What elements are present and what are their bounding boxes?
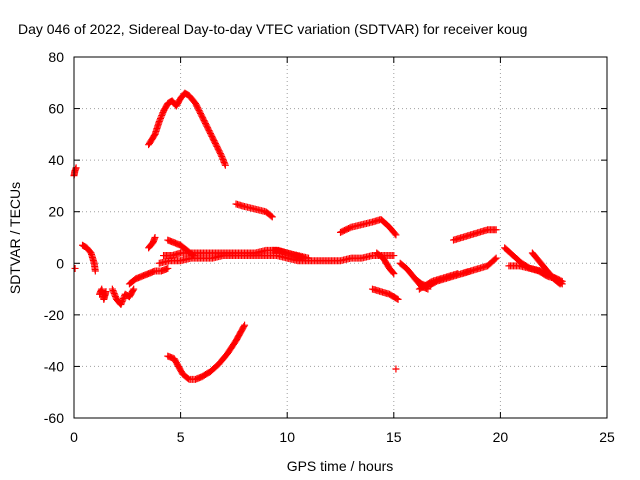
data-point xyxy=(151,234,159,241)
x-tick-label: 5 xyxy=(177,429,185,445)
data-point xyxy=(240,322,248,330)
data-point xyxy=(109,287,117,295)
y-axis-label: SDTVAR / TECUs xyxy=(7,182,23,294)
series-arc-10 xyxy=(164,321,249,383)
data-point xyxy=(164,264,172,272)
data-point xyxy=(71,264,79,272)
series-arc-15 xyxy=(337,215,400,239)
x-tick-label: 0 xyxy=(70,429,78,445)
series-arc-08 xyxy=(145,89,229,169)
data-point xyxy=(555,279,563,287)
data-point xyxy=(221,160,229,168)
series-arc-09 xyxy=(232,200,276,221)
series-arc-06 xyxy=(125,264,172,288)
data-point xyxy=(389,269,397,277)
data-point xyxy=(218,152,226,160)
x-tick-label: 20 xyxy=(493,429,509,445)
data-point xyxy=(220,157,228,165)
data-point xyxy=(110,289,118,297)
data-point xyxy=(393,295,401,303)
data-point xyxy=(118,298,126,306)
series-arc-01 xyxy=(70,164,80,180)
data-point xyxy=(217,151,225,159)
x-tick-label: 15 xyxy=(386,429,402,445)
data-point xyxy=(119,295,127,303)
data-point xyxy=(391,230,399,238)
data-point xyxy=(241,321,249,329)
axis-ticks: 0 5 10 15 20 25 -60 -40 -20 0 20 40 60 80 xyxy=(44,49,615,445)
data-point xyxy=(102,288,110,296)
data-point xyxy=(119,296,127,304)
series-arc-18 xyxy=(392,365,400,373)
series-arc-23 xyxy=(449,226,500,244)
y-tick-label: 60 xyxy=(48,101,64,117)
data-point xyxy=(157,113,165,121)
data-point xyxy=(556,280,564,288)
data-point xyxy=(394,295,402,303)
y-tick-label: -60 xyxy=(44,410,64,426)
data-point xyxy=(390,252,398,260)
data-point xyxy=(158,110,166,118)
y-tick-label: 40 xyxy=(48,152,64,168)
data-point xyxy=(111,291,119,299)
chart-title: Day 046 of 2022, Sidereal Day-to-day VTE… xyxy=(18,21,527,37)
series-arc-16 xyxy=(373,249,398,278)
data-point xyxy=(129,286,137,294)
data-point xyxy=(300,254,308,262)
series-arc-21 xyxy=(415,270,462,293)
data-point xyxy=(130,285,138,293)
series-arc-04 xyxy=(96,285,110,303)
data-point xyxy=(218,154,226,162)
data-point xyxy=(155,117,163,125)
series-arc-26 xyxy=(528,249,564,288)
x-tick-label: 10 xyxy=(279,429,295,445)
data-point xyxy=(108,285,116,293)
x-axis-label: GPS time / hours xyxy=(287,458,394,474)
data-point xyxy=(188,251,196,259)
data-point xyxy=(158,112,166,120)
series-arc-17 xyxy=(368,285,402,303)
data-point xyxy=(156,116,164,124)
series-arc-13 xyxy=(164,236,197,260)
data-point xyxy=(110,288,118,296)
series-arc-14 xyxy=(268,246,308,262)
data-point xyxy=(111,292,119,300)
y-tick-label: 20 xyxy=(48,204,64,220)
data-point xyxy=(491,255,499,263)
y-tick-label: -20 xyxy=(44,307,64,323)
data-point xyxy=(117,301,125,309)
data-point xyxy=(189,252,197,260)
x-tick-label: 25 xyxy=(599,429,615,445)
data-point xyxy=(492,226,500,234)
series-arc-22 xyxy=(458,254,500,278)
y-tick-label: 0 xyxy=(56,255,64,271)
series-arc-07 xyxy=(145,234,159,252)
data-point xyxy=(91,267,99,275)
data-point xyxy=(156,115,164,123)
data-point xyxy=(219,155,227,163)
series-arc-03 xyxy=(79,241,99,275)
data-point xyxy=(221,161,229,169)
data-point xyxy=(492,254,500,262)
series-arc-05 xyxy=(108,285,138,309)
data-point xyxy=(268,213,276,221)
series-arc-02 xyxy=(71,264,79,272)
data-point xyxy=(267,212,275,220)
plot-frame xyxy=(73,56,608,419)
data-point xyxy=(392,365,400,373)
data-point xyxy=(390,270,398,278)
data-points xyxy=(70,89,566,383)
data-point xyxy=(118,299,126,307)
data-point xyxy=(220,158,228,166)
y-tick-label: -40 xyxy=(44,358,64,374)
y-tick-label: 80 xyxy=(48,49,64,65)
data-point xyxy=(392,231,400,239)
